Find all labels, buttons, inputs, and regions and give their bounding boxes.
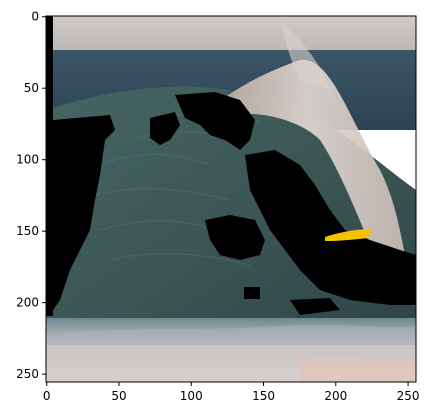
y-tick-label: 0	[31, 10, 39, 24]
mask-left-block	[53, 115, 115, 310]
y-tick-label: 50	[24, 81, 39, 95]
mask-upper-center	[150, 112, 180, 145]
wave-image	[46, 16, 416, 382]
y-tick-label: 250	[16, 367, 39, 381]
mask-lower-right	[290, 298, 340, 315]
x-tick-label: 50	[111, 389, 126, 403]
wave-spray	[210, 59, 406, 271]
mask-center-block	[205, 215, 265, 260]
x-tick-label: 100	[180, 389, 203, 403]
x-tick-label: 150	[252, 389, 275, 403]
x-axis: 0 50 100 150 200 250	[43, 382, 420, 403]
mask-small-square	[244, 287, 260, 299]
y-axis: 0 50 100 150 200 250	[16, 10, 46, 381]
spray-top-mist	[280, 20, 330, 90]
mask-upper-right	[175, 92, 255, 150]
mask-left-strip	[46, 16, 53, 316]
x-tick-label: 0	[43, 389, 51, 403]
axes-frame	[45, 15, 417, 383]
foam-pink-tint	[300, 358, 416, 382]
y-tick-label: 200	[16, 296, 39, 310]
y-tick-label: 150	[16, 224, 39, 238]
sky-region	[46, 16, 416, 56]
mask-regions	[46, 16, 416, 316]
x-tick-label: 200	[324, 389, 347, 403]
x-tick-label: 250	[397, 389, 420, 403]
mask-right-block	[245, 150, 416, 305]
foam-swirl	[46, 324, 416, 345]
y-tick-label: 100	[16, 153, 39, 167]
surfboard	[325, 229, 372, 241]
